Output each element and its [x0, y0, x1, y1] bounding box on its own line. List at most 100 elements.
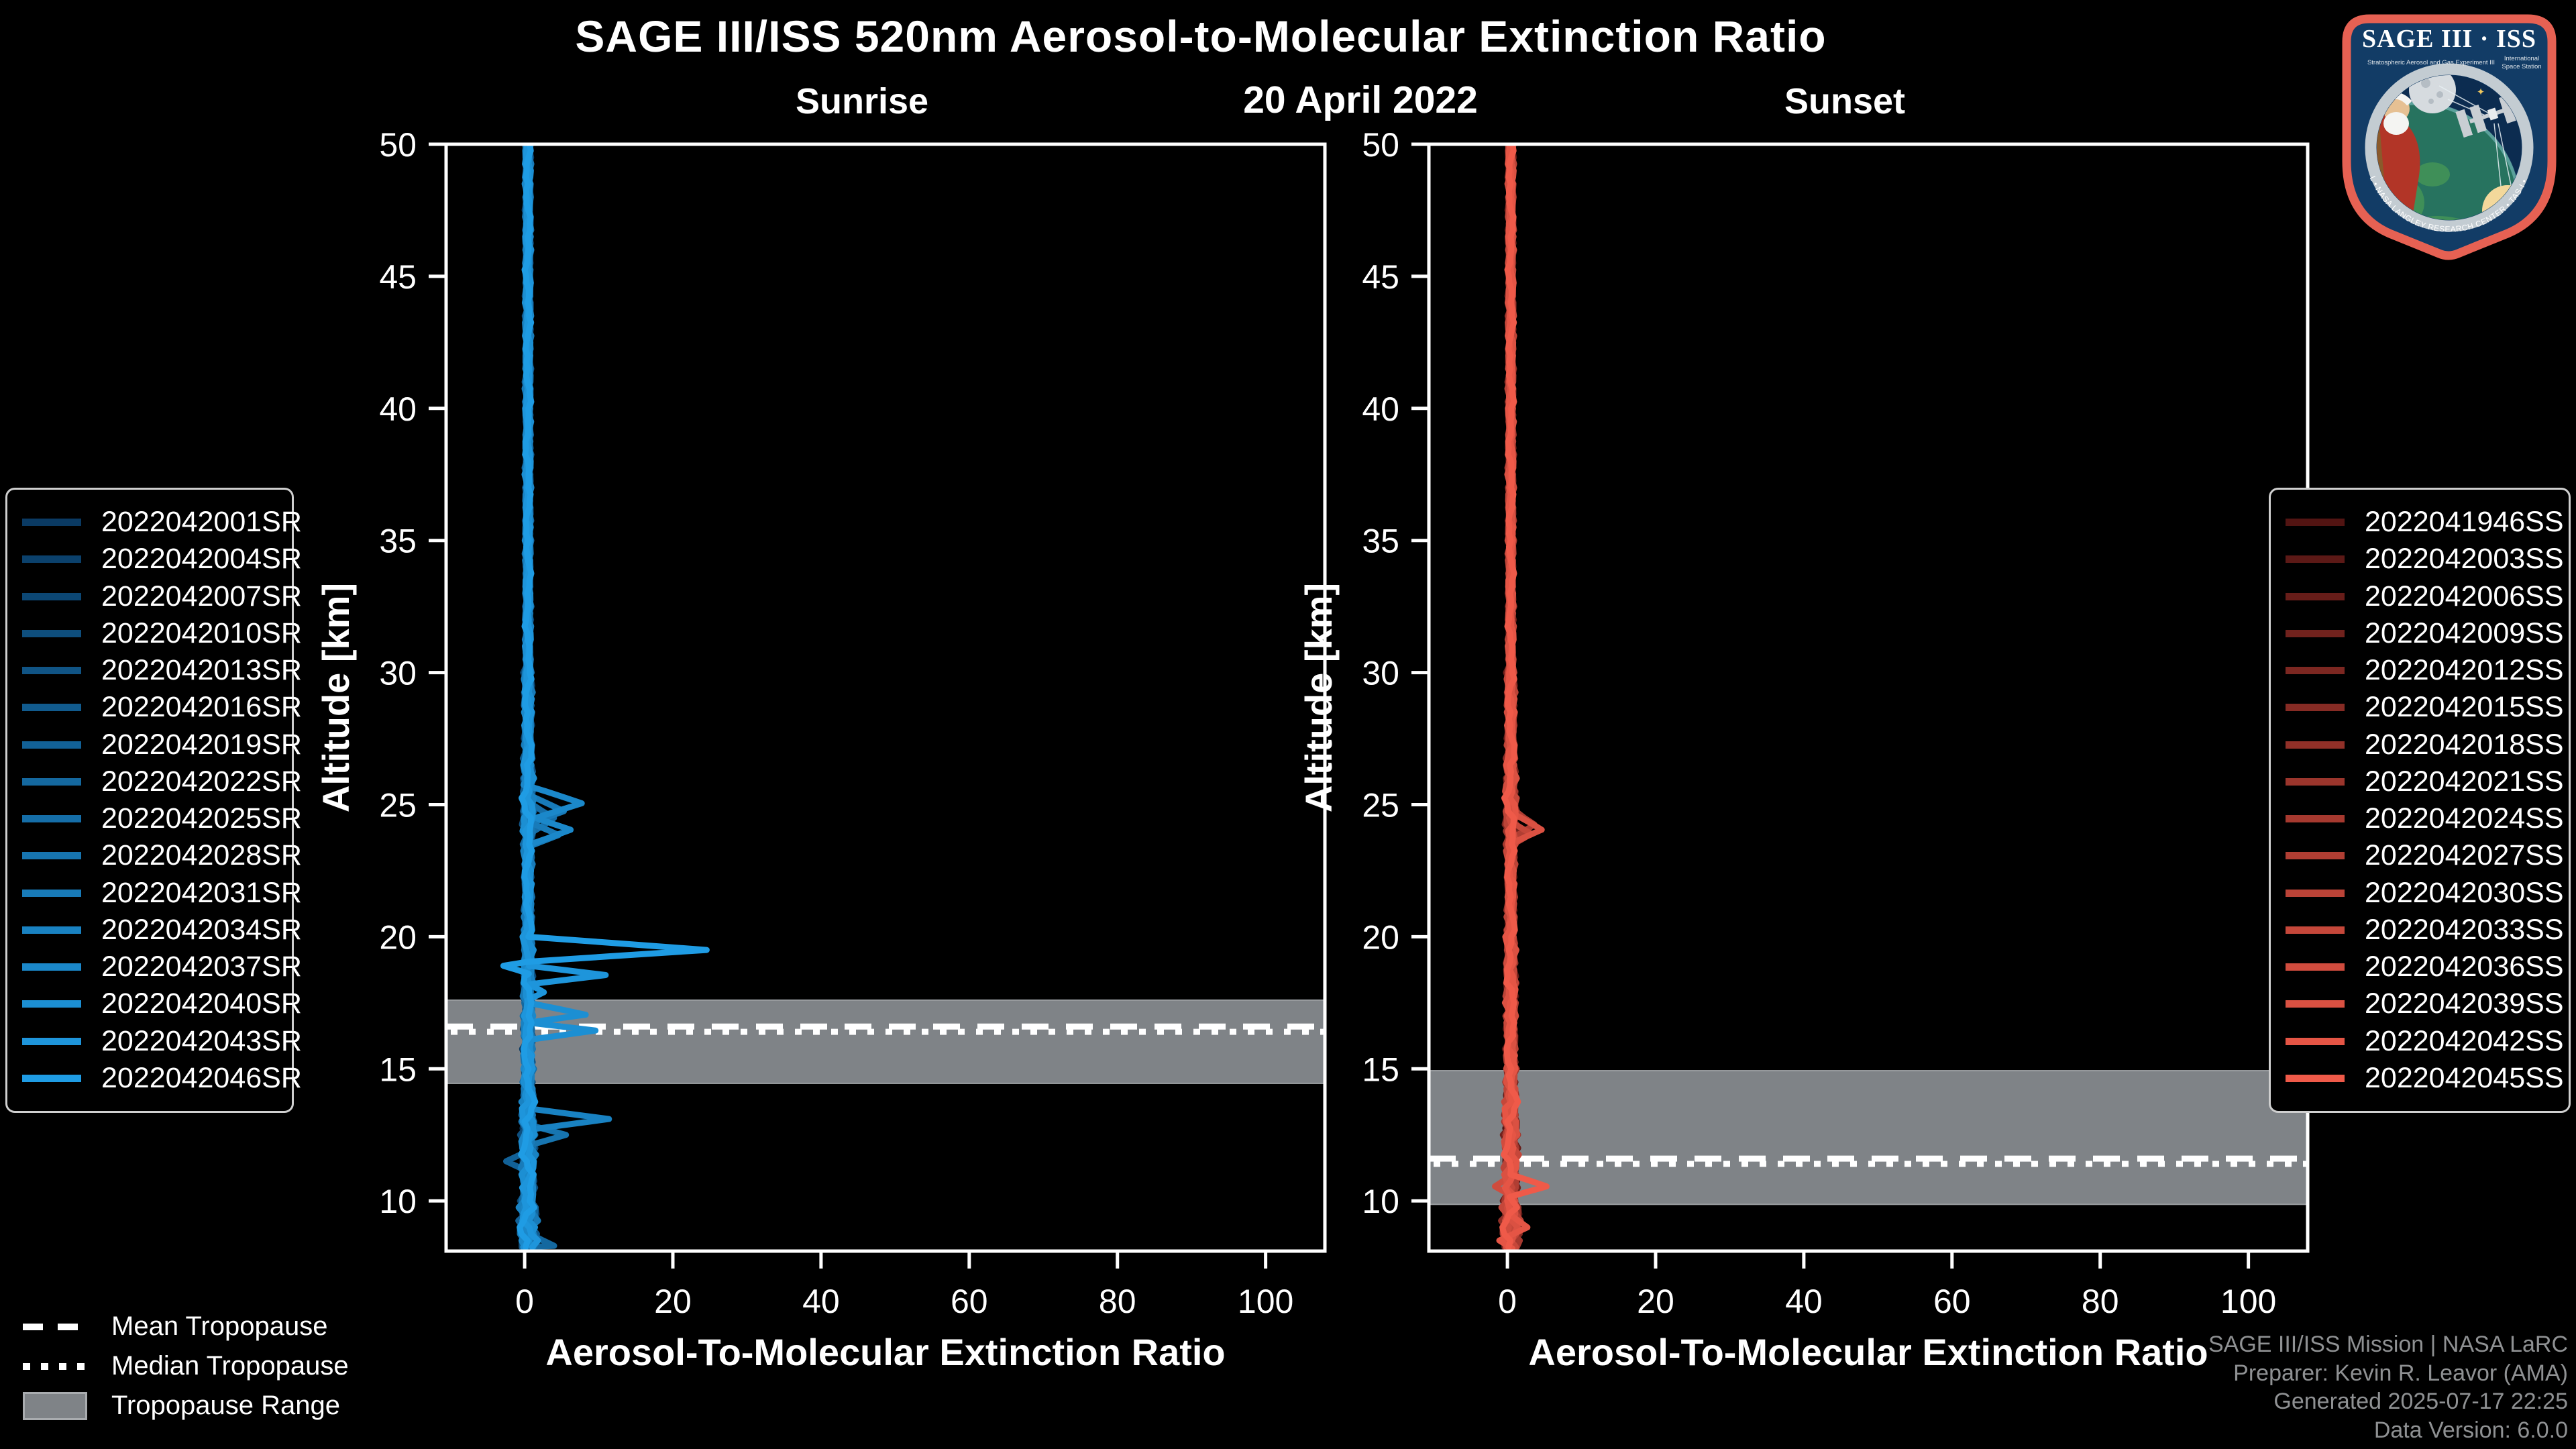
legend-item-2022042010SR: 2022042010SR — [7, 617, 302, 650]
figure-date: 20 April 2022 — [1243, 78, 1478, 121]
legend-item-2022042039SS: 2022042039SS — [2271, 987, 2569, 1020]
legend-item-median-tropopause: Median Tropopause — [23, 1346, 349, 1386]
legend-line-swatch — [2286, 963, 2345, 971]
legend-event-label: 2022042034SR — [101, 913, 302, 946]
legend-line-swatch — [22, 1074, 81, 1082]
logo-title: SAGE III · ISS — [2362, 25, 2536, 53]
y-tick-label: 50 — [379, 126, 417, 164]
legend-event-label: 2022042033SS — [2365, 913, 2564, 946]
legend-item-2022042004SR: 2022042004SR — [7, 543, 302, 576]
x-tick-label: 40 — [1785, 1283, 1823, 1320]
y-tick-label: 45 — [379, 258, 417, 296]
y-tick-label: 35 — [1362, 523, 1399, 560]
footer-credits: SAGE III/ISS Mission | NASA LaRC Prepare… — [2208, 1330, 2568, 1445]
legend-item-2022042022SR: 2022042022SR — [7, 765, 302, 798]
legend-item-2022042040SR: 2022042040SR — [7, 987, 302, 1020]
legend-line-swatch — [2286, 741, 2345, 749]
y-tick-label: 35 — [379, 523, 417, 560]
legend-event-label: 2022041946SS — [2365, 506, 2564, 538]
panel-sunset: 0 20 40 60 80 100 10 15 20 25 30 35 40 45 50 Aerosol-To… — [1297, 126, 2310, 1373]
legend-item-2022042030SS: 2022042030SS — [2271, 877, 2569, 910]
legend-event-label: 2022042022SR — [101, 765, 302, 798]
legend-line-swatch — [2286, 926, 2345, 934]
legend-item-2022042009SS: 2022042009SS — [2271, 617, 2569, 650]
panel-sunrise: 0 20 40 60 80 100 10 15 20 25 30 35 40 45 50 Aerosol-To… — [315, 126, 1327, 1373]
legend-line-swatch — [2286, 889, 2345, 897]
legend-line-swatch — [2286, 667, 2345, 675]
legend-event-label: 2022042015SS — [2365, 691, 2564, 724]
y-tick-label: 25 — [1362, 786, 1399, 824]
legend-item-2022042019SR: 2022042019SR — [7, 729, 302, 761]
y-axis-label: Altitude [km] — [315, 583, 357, 812]
logo-subtitle-right-1: International — [2504, 55, 2539, 62]
legend-event-label: 2022042040SR — [101, 987, 302, 1020]
legend-item-2022042021SS: 2022042021SS — [2271, 765, 2569, 798]
figure-title: SAGE III/ISS 520nm Aerosol-to-Molecular … — [575, 11, 1827, 61]
median-tropopause-label: Median Tropopause — [111, 1351, 349, 1381]
y-tick-label: 45 — [1362, 258, 1399, 296]
legend-item-2022042042SS: 2022042042SS — [2271, 1025, 2569, 1058]
legend-line-swatch — [2286, 852, 2345, 860]
profiles — [1492, 144, 1550, 1251]
profiles — [500, 144, 710, 1250]
tropopause-band — [1428, 1070, 2308, 1205]
legend-item-2022042015SS: 2022042015SS — [2271, 691, 2569, 724]
legend-line-swatch — [2286, 1074, 2345, 1082]
footer-line-preparer: Preparer: Kevin R. Leavor (AMA) — [2233, 1360, 2568, 1386]
y-tick-label: 10 — [379, 1183, 417, 1220]
x-tick-label: 20 — [654, 1283, 692, 1320]
legend-event-label: 2022042010SR — [101, 616, 302, 649]
x-tick-label: 0 — [515, 1283, 534, 1320]
y-tick-label: 30 — [1362, 655, 1399, 692]
legend-event-label: 2022042006SS — [2365, 580, 2564, 612]
legend-item-2022042018SS: 2022042018SS — [2271, 729, 2569, 761]
axis-spine — [444, 142, 1327, 1253]
legend-event-label: 2022042031SR — [101, 876, 302, 909]
legend-line-swatch — [22, 519, 81, 526]
legend-line-swatch — [22, 1037, 81, 1045]
footer-line-mission: SAGE III/ISS Mission | NASA LaRC — [2208, 1331, 2568, 1357]
legend-event-label: 2022042046SR — [101, 1061, 302, 1094]
legend-item-2022042024SS: 2022042024SS — [2271, 802, 2569, 835]
y-tick-label: 50 — [1362, 126, 1399, 164]
legend-line-swatch — [22, 926, 81, 934]
legend-item-2022042028SR: 2022042028SR — [7, 839, 302, 872]
legend-event-label: 2022042027SS — [2365, 839, 2564, 872]
legend-item-2022042033SS: 2022042033SS — [2271, 914, 2569, 947]
x-tick-label: 60 — [951, 1283, 988, 1320]
legend-sunrise-events: 2022042001SR 2022042004SR 2022042007SR 2022… — [5, 488, 302, 1113]
legend-line-swatch — [22, 704, 81, 712]
legend-event-label: 2022042045SS — [2365, 1061, 2564, 1094]
logo-star-icon: ✦ — [2477, 87, 2485, 98]
sage-iii-iss-logo: ✦ ✦ ✦ SAGE III · ISS Stra — [2330, 8, 2557, 260]
legend-event-label: 2022042009SS — [2365, 616, 2564, 649]
legend-line-swatch — [2286, 519, 2345, 526]
legend-line-swatch — [2286, 592, 2345, 600]
legend-item-2022041946SS: 2022041946SS — [2271, 506, 2569, 539]
x-tick-label: 80 — [1099, 1283, 1136, 1320]
tropopause-range-label: Tropopause Range — [111, 1391, 340, 1420]
x-tick-label: 0 — [1498, 1283, 1517, 1320]
dashed-line-swatch — [23, 1323, 87, 1330]
legend-event-label: 2022042024SS — [2365, 802, 2564, 835]
legend-item-2022042037SR: 2022042037SR — [7, 951, 302, 983]
x-tick-label: 100 — [1238, 1283, 1293, 1320]
legend-event-label: 2022042028SR — [101, 839, 302, 872]
x-axis-label: Aerosol-To-Molecular Extinction Ratio — [1528, 1331, 2208, 1373]
legend-item-2022042034SR: 2022042034SR — [7, 914, 302, 947]
legend-item-2022042003SS: 2022042003SS — [2271, 543, 2569, 576]
legend-item-2022042027SS: 2022042027SS — [2271, 839, 2569, 872]
legend-item-mean-tropopause: Mean Tropopause — [23, 1307, 349, 1346]
y-tick-label: 10 — [1362, 1183, 1399, 1220]
y-tick-label: 25 — [379, 786, 417, 824]
legend-event-label: 2022042018SS — [2365, 728, 2564, 761]
tropopause-band — [445, 999, 1326, 1084]
legend-event-label: 2022042030SS — [2365, 876, 2564, 909]
legend-event-label: 2022042016SR — [101, 691, 302, 724]
legend-item-2022042007SR: 2022042007SR — [7, 580, 302, 613]
x-tick-label: 100 — [2220, 1283, 2276, 1320]
legend-item-2022042043SR: 2022042043SR — [7, 1025, 302, 1058]
legend-event-label: 2022042003SS — [2365, 543, 2564, 576]
legend-event-label: 2022042021SS — [2365, 765, 2564, 798]
legend-line-swatch — [22, 777, 81, 786]
